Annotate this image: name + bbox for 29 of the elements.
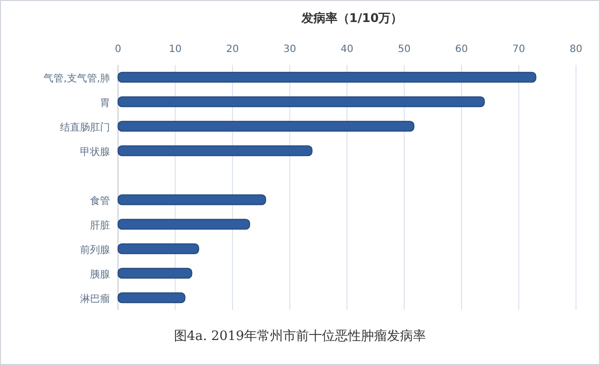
bar bbox=[118, 292, 186, 304]
bar bbox=[118, 243, 200, 254]
x-tick-label: 30 bbox=[283, 44, 296, 55]
caption: 图4a. 2019年常州市前十位恶性肿瘤发病率 bbox=[174, 328, 426, 344]
y-tick-label: 气管,支气管,肺 bbox=[44, 72, 110, 84]
x-tick-label: 70 bbox=[512, 44, 526, 55]
x-tick-label: 60 bbox=[455, 44, 468, 55]
y-tick-label: 前列腺 bbox=[80, 244, 110, 256]
bar bbox=[118, 120, 414, 132]
x-tick-label: 20 bbox=[226, 44, 239, 55]
y-tick-label: 胃 bbox=[100, 98, 110, 109]
x-tick-label: 50 bbox=[398, 44, 411, 55]
y-tick-label: 甲状腺 bbox=[80, 146, 110, 158]
x-tick-label: 80 bbox=[570, 44, 582, 55]
x-tick-label: 10 bbox=[168, 44, 182, 55]
x-tick-label: 0 bbox=[114, 44, 122, 55]
x-tick-label: 40 bbox=[340, 44, 354, 55]
y-tick-label: 食管 bbox=[90, 194, 110, 207]
bar bbox=[118, 96, 485, 108]
y-tick-label: 淋巴瘤 bbox=[80, 292, 110, 305]
y-tick-label: 结直肠肛门 bbox=[60, 121, 110, 134]
bar bbox=[118, 145, 312, 156]
bar bbox=[118, 218, 250, 230]
bar bbox=[118, 72, 536, 83]
y-tick-label: 胰腺 bbox=[90, 268, 110, 280]
bar bbox=[118, 268, 192, 279]
x-axis-title: 发病率（1/10万） bbox=[300, 11, 403, 25]
y-tick-label: 肝脏 bbox=[90, 219, 110, 232]
bar bbox=[118, 194, 266, 206]
